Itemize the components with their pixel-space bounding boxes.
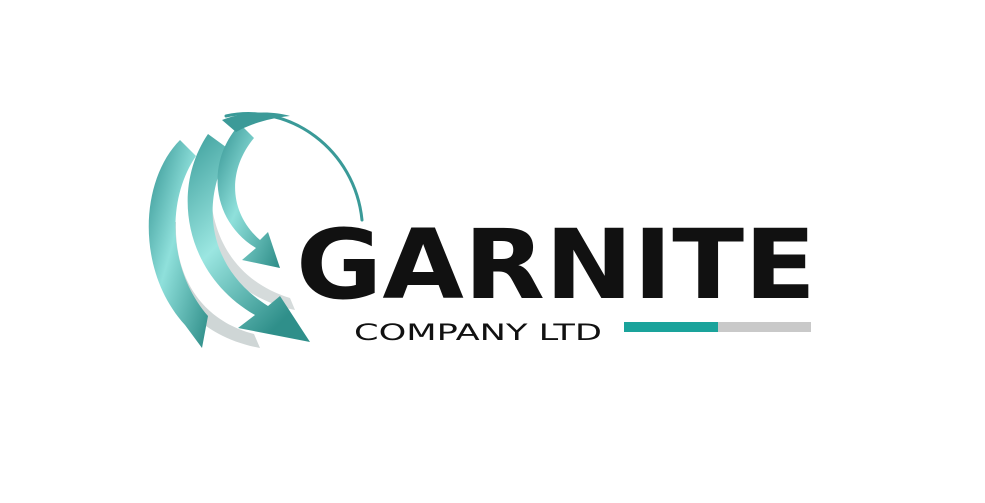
swirling-arrows-globe-icon: [148, 112, 364, 348]
accent-bar-grey: [717, 322, 811, 332]
wordmark: GARNITE: [296, 214, 816, 314]
company-name: GARNITE: [296, 214, 816, 314]
company-subtitle-wrap: COMPANY LTD: [354, 321, 602, 346]
company-subtitle: COMPANY LTD: [354, 321, 602, 346]
accent-bar-teal: [624, 322, 718, 332]
accent-bar: [624, 322, 811, 332]
